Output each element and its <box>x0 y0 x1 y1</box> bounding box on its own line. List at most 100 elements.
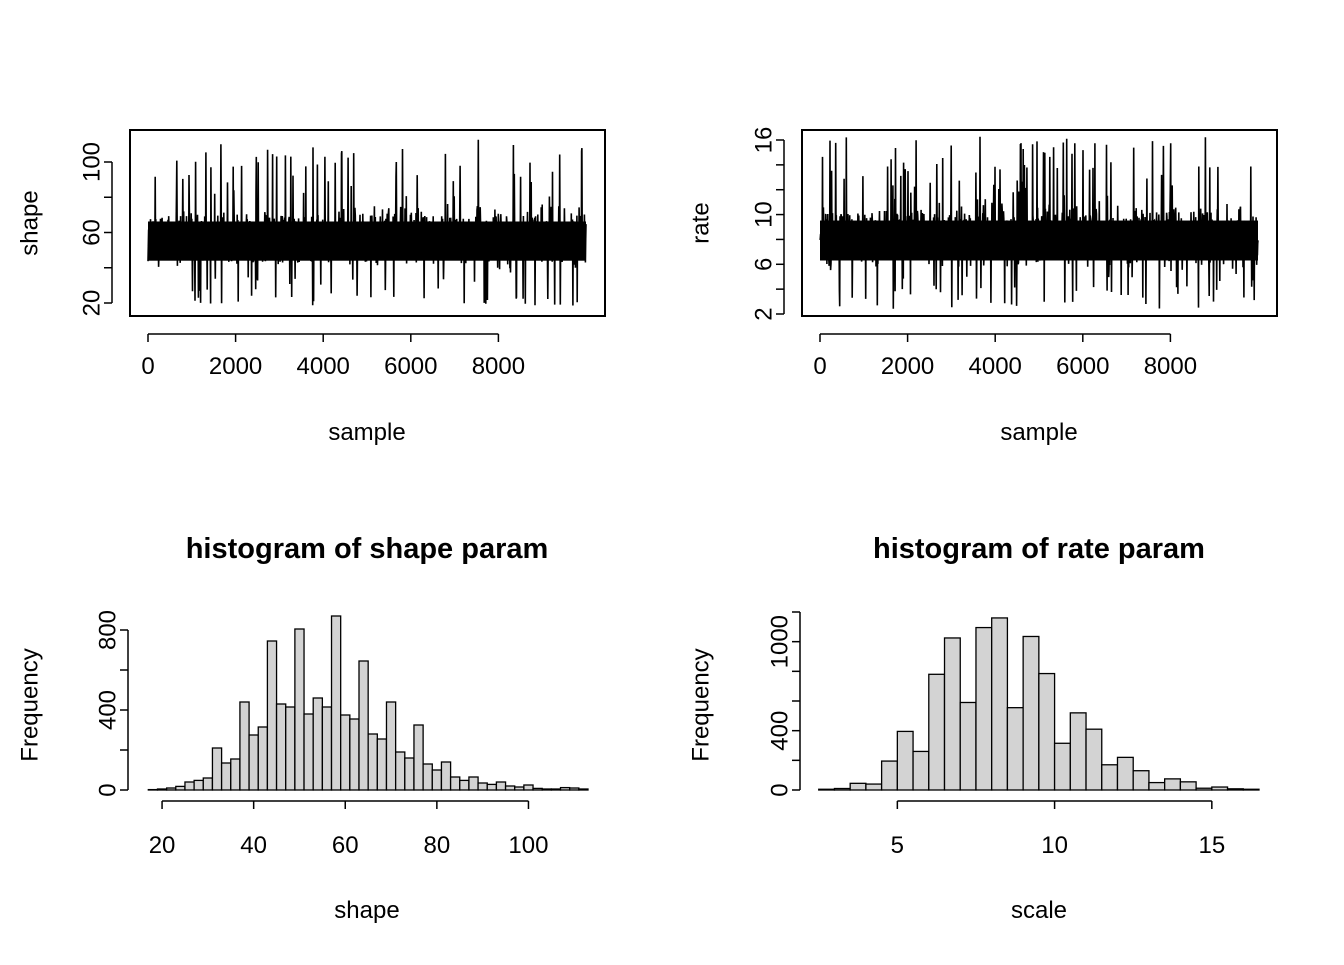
histogram-bar <box>524 785 533 790</box>
x-axis-label: scale <box>1011 897 1067 924</box>
chart-title: histogram of shape param <box>186 533 549 565</box>
histogram-bar <box>1039 674 1055 790</box>
x-tick-label: 8000 <box>1144 353 1197 380</box>
histogram-bar <box>313 698 322 790</box>
histogram-bar <box>176 786 185 790</box>
x-tick-label: 4000 <box>297 353 350 380</box>
y-tick-label: 400 <box>767 711 794 751</box>
x-tick-label: 2000 <box>209 353 262 380</box>
x-axis-label: sample <box>1000 419 1077 446</box>
y-tick-label: 16 <box>751 127 778 154</box>
y-axis-label: rate <box>688 202 715 243</box>
histogram-bar <box>469 777 478 790</box>
x-tick-label: 6000 <box>1056 353 1109 380</box>
x-tick-label: 15 <box>1198 832 1225 859</box>
histogram-bar <box>945 638 961 790</box>
y-axis-label: Frequency <box>688 648 715 761</box>
x-tick-label: 20 <box>149 832 176 859</box>
y-tick-label: 10 <box>751 201 778 228</box>
histogram-bar <box>1212 787 1228 790</box>
y-tick-label: 400 <box>95 690 122 730</box>
histogram-bar <box>249 735 258 790</box>
histogram-bar <box>992 618 1008 790</box>
y-tick-label: 6 <box>751 258 778 271</box>
histogram-bar <box>1117 757 1133 790</box>
histogram-bar <box>332 616 341 790</box>
histogram-bar <box>441 762 450 790</box>
histogram-bar <box>451 777 460 790</box>
y-tick-label: 100 <box>79 142 106 182</box>
histogram-bar <box>240 702 249 790</box>
histogram-bar <box>515 787 524 790</box>
histogram-bar <box>341 715 350 790</box>
histogram-bar <box>222 763 231 790</box>
y-tick-label: 800 <box>95 610 122 650</box>
histogram-bar <box>506 786 515 790</box>
histogram-bar <box>1196 788 1212 790</box>
histogram-bar <box>551 789 560 790</box>
x-tick-label: 2000 <box>881 353 934 380</box>
x-axis-label: shape <box>334 897 399 924</box>
x-tick-label: 8000 <box>472 353 525 380</box>
x-tick-label: 100 <box>508 832 548 859</box>
x-tick-label: 5 <box>891 832 904 859</box>
histogram-bar <box>850 783 866 790</box>
histogram-bar <box>1228 789 1244 790</box>
x-tick-label: 60 <box>332 832 359 859</box>
y-tick-label: 60 <box>79 219 106 246</box>
histogram-bar <box>913 751 929 790</box>
histogram-bar <box>561 788 570 790</box>
histogram-bar <box>1007 708 1023 790</box>
histogram-bar <box>295 629 304 790</box>
histogram-bar <box>258 727 267 790</box>
histogram-bar <box>359 661 368 790</box>
histogram-bar <box>542 789 551 790</box>
x-axis-label: sample <box>328 419 405 446</box>
histogram-bar <box>1070 713 1086 790</box>
histogram-bar <box>414 725 423 790</box>
histogram-bar <box>304 714 313 790</box>
x-tick-label: 4000 <box>969 353 1022 380</box>
trace-dense-band <box>820 221 1258 261</box>
y-tick-label: 2 <box>751 307 778 320</box>
histogram-bar <box>496 782 505 790</box>
histogram-bar <box>1133 771 1149 790</box>
histogram-bar <box>1180 782 1196 790</box>
histogram-bar <box>350 719 359 790</box>
histogram-bar <box>1149 783 1165 790</box>
y-axis-label: shape <box>17 190 44 255</box>
histogram-bar <box>1055 743 1071 790</box>
histogram-bar <box>570 788 579 790</box>
chart-title: histogram of rate param <box>873 533 1205 565</box>
y-axis-label: Frequency <box>17 648 44 761</box>
x-tick-label: 80 <box>424 832 451 859</box>
x-tick-label: 40 <box>240 832 267 859</box>
histogram-bar <box>396 752 405 790</box>
histogram-bar <box>231 759 240 790</box>
y-tick-label: 1000 <box>767 615 794 668</box>
histogram-bar <box>882 761 898 790</box>
histogram-bar <box>834 789 850 790</box>
histogram-bar <box>322 707 331 790</box>
histogram-rate: histogram of rate param 5 10 15 0 400 1000 scal… <box>688 533 1260 924</box>
histogram-bar <box>1086 729 1102 790</box>
histogram-bar <box>368 734 377 790</box>
histogram-bar <box>819 789 835 790</box>
histogram-bar <box>897 731 913 790</box>
histogram-bar <box>423 764 432 790</box>
x-tick-label: 6000 <box>384 353 437 380</box>
histogram-bar <box>960 702 976 790</box>
histogram-bar <box>866 784 882 790</box>
histogram-bar <box>1243 789 1259 790</box>
histogram-bar <box>976 628 992 790</box>
histogram-bar <box>167 788 176 790</box>
histogram-bar <box>432 770 441 790</box>
histogram-bar <box>203 778 212 790</box>
x-tick-label: 10 <box>1041 832 1068 859</box>
histogram-bar <box>277 704 286 790</box>
y-tick-label: 0 <box>767 783 794 796</box>
